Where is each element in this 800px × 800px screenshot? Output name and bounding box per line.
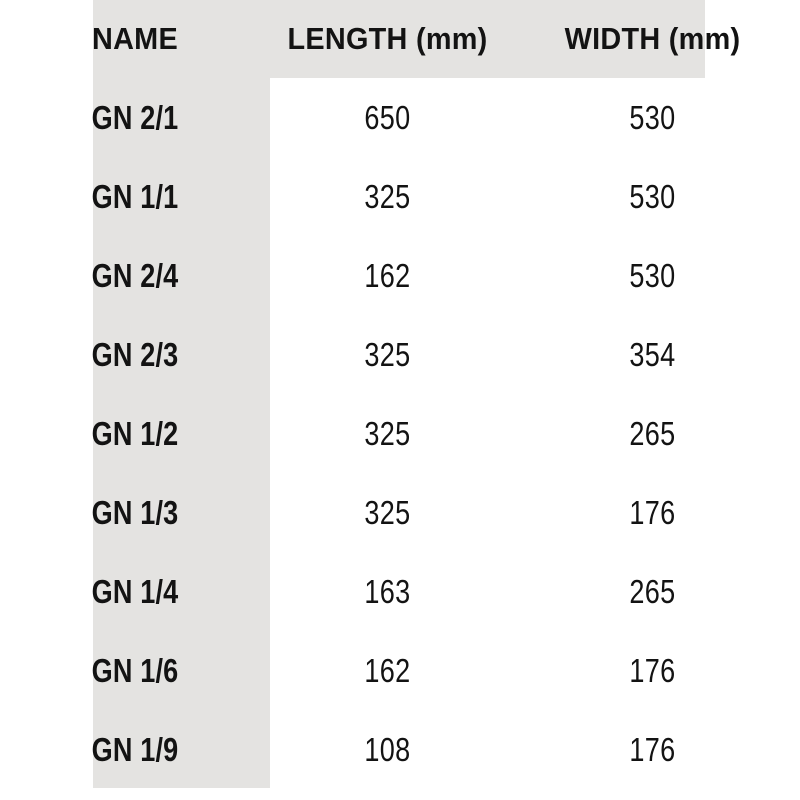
cell-name: GN 1/1 bbox=[91, 177, 179, 215]
cell-length: 162 bbox=[364, 651, 411, 689]
cell-length: 650 bbox=[364, 98, 411, 136]
cell-length: 325 bbox=[364, 414, 411, 452]
table-row: GN 2/4 162 530 bbox=[0, 236, 800, 315]
table-row: GN 2/1 650 530 bbox=[0, 78, 800, 157]
cell-length: 325 bbox=[364, 177, 411, 215]
cell-name: GN 1/6 bbox=[91, 651, 179, 689]
table-row: GN 1/1 325 530 bbox=[0, 157, 800, 236]
cell-width: 530 bbox=[629, 177, 676, 215]
cell-width: 354 bbox=[629, 335, 676, 373]
table-row: GN 1/3 325 176 bbox=[0, 473, 800, 552]
cell-name: GN 1/2 bbox=[91, 414, 179, 452]
cell-width: 265 bbox=[629, 572, 676, 610]
column-header-length: LENGTH (mm) bbox=[287, 21, 488, 56]
column-header-width: WIDTH (mm) bbox=[564, 21, 741, 56]
cell-name: GN 1/4 bbox=[91, 572, 179, 610]
table-body: GN 2/1 650 530 GN 1/1 325 530 GN 2/4 162… bbox=[0, 78, 800, 789]
cell-width: 176 bbox=[629, 651, 676, 689]
cell-length: 325 bbox=[364, 493, 411, 531]
cell-width: 530 bbox=[629, 256, 676, 294]
table-row: GN 2/3 325 354 bbox=[0, 315, 800, 394]
cell-name: GN 2/3 bbox=[91, 335, 179, 373]
cell-width: 176 bbox=[629, 730, 676, 768]
cell-name: GN 2/4 bbox=[91, 256, 179, 294]
cell-length: 108 bbox=[364, 730, 411, 768]
name-column-shading bbox=[93, 0, 270, 788]
cell-name: GN 1/3 bbox=[91, 493, 179, 531]
header-row: NAME LENGTH (mm) WIDTH (mm) bbox=[0, 0, 800, 78]
table-row: GN 1/4 163 265 bbox=[0, 552, 800, 631]
cell-width: 176 bbox=[629, 493, 676, 531]
cell-name: GN 2/1 bbox=[91, 98, 179, 136]
table-row: GN 1/6 162 176 bbox=[0, 631, 800, 710]
table-row: GN 1/2 325 265 bbox=[0, 394, 800, 473]
table-row: GN 1/9 108 176 bbox=[0, 710, 800, 789]
cell-width: 265 bbox=[629, 414, 676, 452]
table-header: NAME LENGTH (mm) WIDTH (mm) bbox=[0, 0, 800, 78]
cell-length: 163 bbox=[364, 572, 411, 610]
cell-width: 530 bbox=[629, 98, 676, 136]
cell-length: 162 bbox=[364, 256, 411, 294]
column-header-name: NAME bbox=[91, 21, 178, 56]
cell-length: 325 bbox=[364, 335, 411, 373]
cell-name: GN 1/9 bbox=[91, 730, 179, 768]
